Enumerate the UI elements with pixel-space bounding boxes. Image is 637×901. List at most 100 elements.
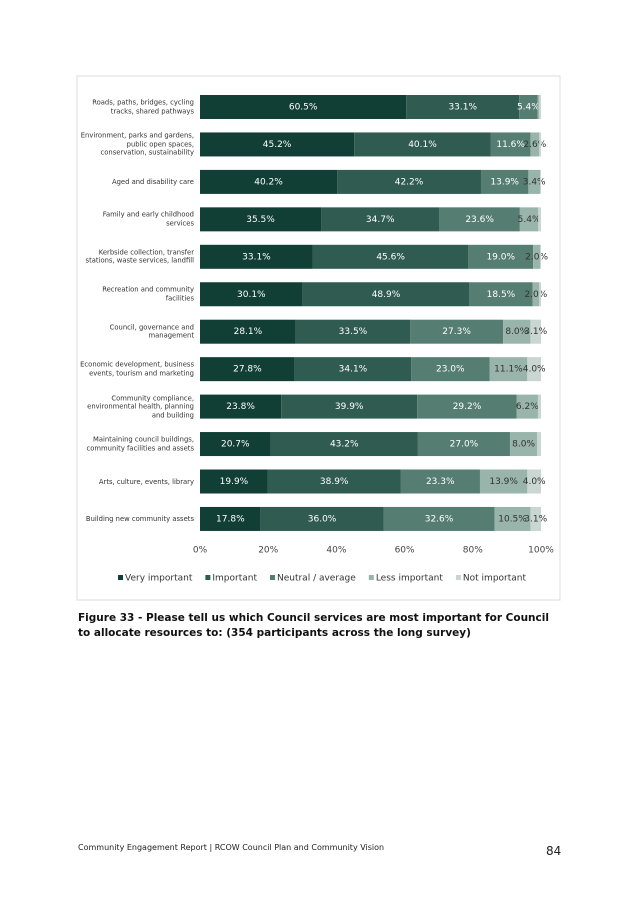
bar-segment	[539, 244, 541, 269]
value-label: 34.7%	[366, 215, 395, 225]
value-label: 18.5%	[487, 290, 516, 300]
value-label: 23.6%	[465, 215, 494, 225]
category-label: Aged and disability care	[111, 177, 194, 186]
value-label: 3.4%	[523, 177, 546, 187]
x-tick-label: 100%	[528, 546, 554, 556]
category-label: Building new community assets	[85, 514, 194, 523]
value-label: 39.9%	[335, 402, 364, 412]
bar-segment	[538, 207, 541, 232]
bar-segment	[528, 169, 540, 194]
bar-segment	[519, 207, 539, 232]
bar-segment	[200, 319, 296, 344]
value-label: 60.5%	[289, 103, 318, 113]
footer-text: Community Engagement Report | RCOW Counc…	[78, 843, 385, 852]
bar-segment	[200, 207, 322, 232]
bar-segment	[537, 394, 541, 419]
value-label: 19.0%	[486, 252, 515, 262]
page-number: 84	[546, 844, 562, 858]
bar-segment	[200, 506, 261, 531]
bar-segment	[530, 319, 541, 344]
value-label: 8.0%	[512, 440, 535, 450]
value-label: 27.3%	[442, 327, 471, 337]
value-label: 10.5%	[498, 514, 527, 524]
category-label: Council, governance and management	[109, 323, 194, 340]
legend-label: Very important	[125, 574, 193, 584]
bar-segment	[537, 432, 541, 457]
value-label: 23.8%	[226, 402, 255, 412]
bar-segment	[527, 357, 541, 382]
legend-swatch	[455, 575, 461, 580]
bar-segment	[200, 282, 303, 307]
bar-segment	[321, 207, 440, 232]
bar-segment	[200, 432, 271, 457]
bar-segment	[537, 95, 540, 119]
bar-segment	[383, 506, 495, 531]
value-label: 20.7%	[221, 440, 250, 450]
value-label: 43.2%	[330, 440, 359, 450]
value-label: 42.2%	[395, 177, 424, 187]
value-label: 2.6%	[523, 140, 546, 150]
value-label: 23.0%	[436, 365, 465, 375]
bar-segment	[417, 432, 510, 457]
value-label: 5.4%	[518, 215, 541, 225]
x-tick-label: 40%	[326, 546, 346, 556]
caption: Figure 33 - Please tell us which Council…	[78, 612, 549, 639]
bar-segment	[480, 169, 529, 194]
value-label: 40.2%	[254, 177, 283, 187]
value-label: 40.1%	[408, 140, 437, 150]
bar-segment	[490, 132, 531, 157]
bar-segment	[530, 132, 540, 157]
value-label: 38.9%	[320, 477, 349, 487]
bar-segment	[200, 244, 313, 269]
value-label: 35.5%	[246, 215, 275, 225]
value-label: 23.3%	[426, 477, 455, 487]
bar-segment	[469, 282, 533, 307]
value-label: 29.2%	[453, 402, 482, 412]
bar-segment	[539, 132, 541, 157]
bar-segment	[479, 469, 528, 494]
category-label: Arts, culture, events, library	[98, 477, 194, 486]
category-label: Maintaining council buildings, community…	[86, 435, 194, 453]
bar-segment	[200, 357, 295, 382]
value-label: 2.0%	[525, 252, 548, 262]
category-label: Kerbside collection, transfer stations, …	[85, 248, 194, 265]
value-label: 36.0%	[308, 514, 337, 524]
legend-swatch	[269, 575, 275, 580]
value-label: 33.5%	[339, 327, 368, 337]
x-tick-label: 80%	[463, 546, 483, 556]
bar-segment	[410, 319, 504, 344]
bar-segment	[527, 469, 541, 494]
x-tick-label: 60%	[395, 546, 415, 556]
category-label: Environment, parks and gardens, public o…	[80, 131, 194, 157]
value-label: 33.1%	[242, 252, 271, 262]
value-label: 48.9%	[372, 290, 401, 300]
bar-segment	[439, 207, 520, 232]
legend-swatch	[118, 575, 123, 580]
category-label: Community compliance, environmental heal…	[87, 393, 194, 419]
value-label: 3.1%	[524, 514, 547, 524]
bar-segment	[406, 95, 520, 119]
bar-segment	[468, 244, 534, 269]
legend-swatch	[368, 575, 374, 580]
category-label: Roads, paths, bridges, cycling tracks, s…	[92, 98, 194, 116]
bar-segment	[200, 469, 268, 494]
bar-segment	[400, 469, 480, 494]
value-label: 32.6%	[425, 514, 454, 524]
legend-label: Neutral / average	[277, 574, 356, 584]
value-label: 3.1%	[524, 327, 547, 337]
category-label: Family and early childhood services	[102, 210, 194, 228]
value-label: 34.1%	[339, 365, 368, 375]
value-label: 11.1%	[494, 365, 523, 375]
bar-segment	[354, 132, 491, 157]
legend-swatch	[205, 575, 211, 580]
x-tick-label: 20%	[258, 546, 278, 556]
bar-segment	[267, 469, 401, 494]
value-label: 45.6%	[376, 252, 405, 262]
bar-segment	[281, 394, 418, 419]
bar-segment	[260, 506, 384, 531]
bar-segment	[494, 506, 531, 531]
value-label: 27.0%	[450, 440, 479, 450]
value-label: 19.9%	[220, 477, 249, 487]
